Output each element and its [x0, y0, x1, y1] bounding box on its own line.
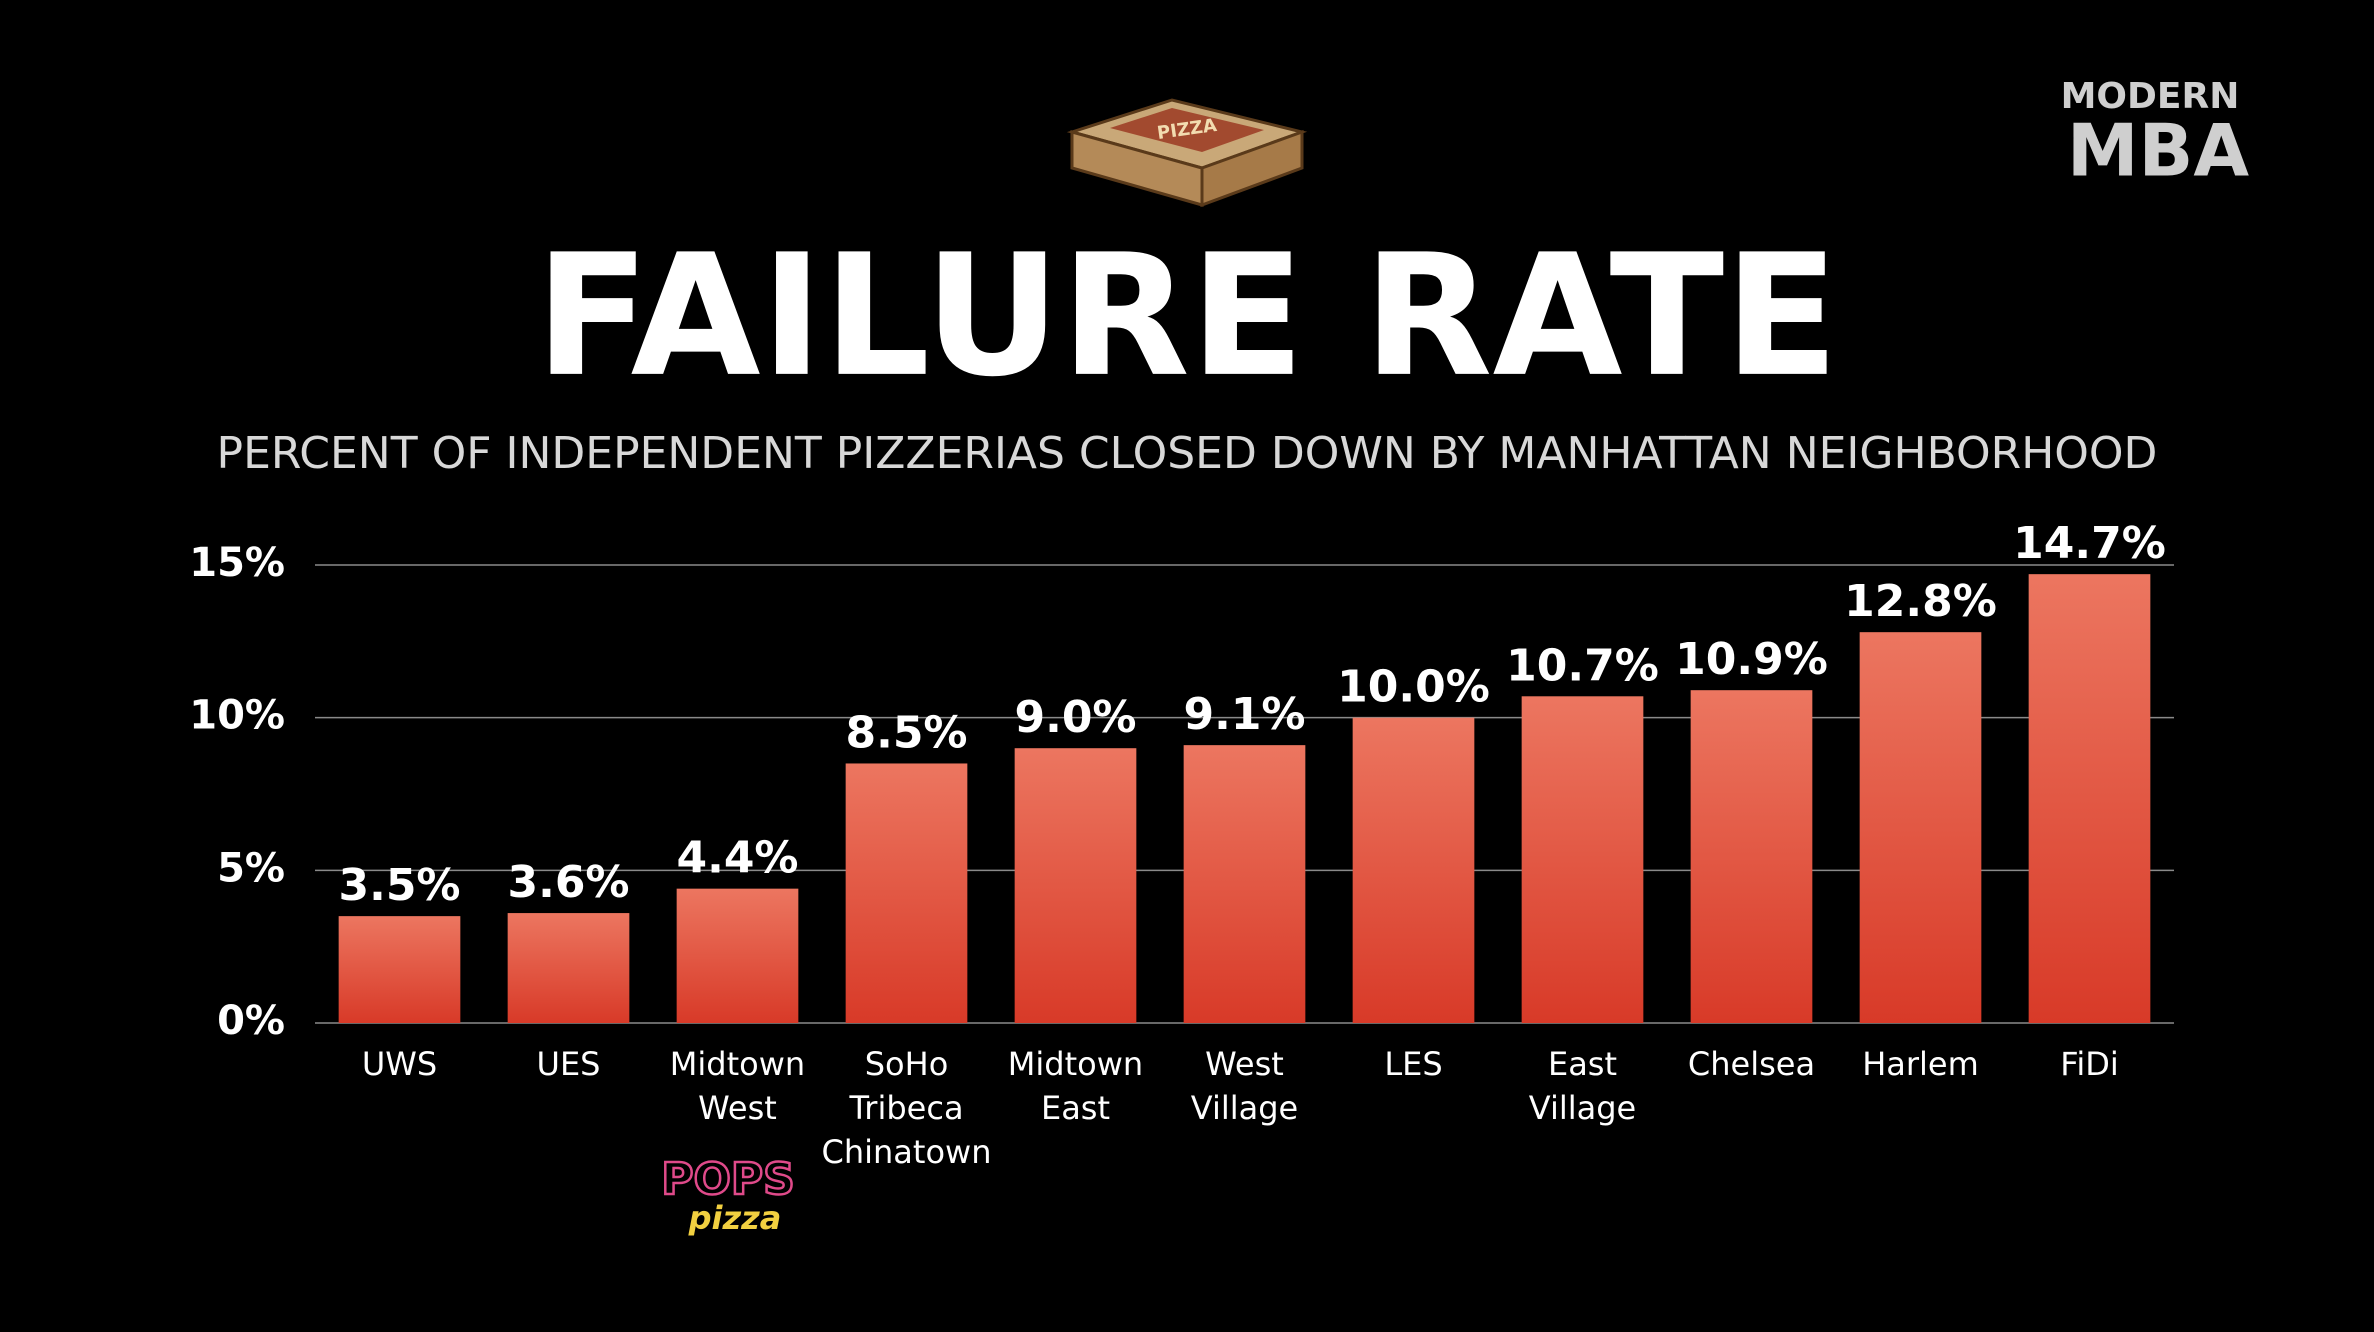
x-tick-label-line: East — [1548, 1045, 1617, 1083]
x-tick-label: UWS — [362, 1045, 437, 1083]
brand-bottom: MBA — [2067, 109, 2250, 193]
x-tick-label-line: SoHo — [865, 1045, 949, 1083]
x-tick-label: UES — [537, 1045, 601, 1083]
x-tick-label: LES — [1384, 1045, 1442, 1083]
pops-logo: POPS pizza — [660, 1153, 796, 1237]
y-tick-label: 5% — [217, 845, 285, 891]
brand-top: MODERN — [2061, 76, 2240, 117]
x-tick-label-line: UES — [537, 1045, 601, 1083]
value-label: 10.9% — [1675, 634, 1828, 685]
bar — [845, 763, 968, 1023]
y-tick-label: 10% — [189, 693, 285, 739]
value-label: 9.0% — [1014, 692, 1136, 743]
pops-logo-sub: pizza — [688, 1199, 782, 1237]
x-tick-label-line: Midtown — [1008, 1045, 1143, 1083]
bar — [1690, 690, 1813, 1023]
x-tick-label: Midtown East — [1008, 1045, 1143, 1127]
x-tick-label-line: East — [1041, 1089, 1110, 1127]
x-tick-label-line: Village — [1529, 1089, 1636, 1127]
x-tick-label-line: Tribeca — [848, 1089, 963, 1127]
pizza-box-icon: PIZZA — [1066, 98, 1308, 208]
x-tick-label: East Village — [1529, 1045, 1636, 1127]
value-label: 10.0% — [1337, 662, 1490, 713]
x-tick-label-line: Harlem — [1862, 1045, 1979, 1083]
value-label: 3.5% — [338, 860, 460, 911]
bar — [1859, 632, 1982, 1023]
bar — [1183, 745, 1306, 1023]
bar — [676, 888, 799, 1023]
value-label: 3.6% — [507, 857, 629, 908]
x-tick-label-line: West — [1205, 1045, 1284, 1083]
bar — [1521, 696, 1644, 1023]
value-label: 8.5% — [845, 707, 967, 758]
bar — [1352, 717, 1475, 1023]
value-label: 12.8% — [1844, 576, 1997, 627]
value-label: 4.4% — [676, 833, 798, 884]
x-tick-label-line: West — [698, 1089, 777, 1127]
x-tick-label: Harlem — [1862, 1045, 1979, 1083]
bar — [1014, 748, 1137, 1023]
y-tick-label: 0% — [217, 998, 285, 1044]
chart-title: FAILURE RATE — [535, 218, 1839, 414]
x-tick-label-line: Village — [1191, 1089, 1298, 1127]
bar — [338, 916, 461, 1023]
y-tick-label: 15% — [189, 540, 285, 586]
value-label: 9.1% — [1183, 689, 1305, 740]
x-tick-label-line: Midtown — [670, 1045, 805, 1083]
x-tick-label-line: Chelsea — [1688, 1045, 1815, 1083]
x-tick-label: FiDi — [2060, 1045, 2119, 1083]
value-label: 14.7% — [2013, 518, 2166, 569]
x-tick-label: Midtown West — [670, 1045, 805, 1127]
chart-subtitle: PERCENT OF INDEPENDENT PIZZERIAS CLOSED … — [217, 428, 2158, 479]
x-tick-label-line: LES — [1384, 1045, 1442, 1083]
bar — [2028, 574, 2151, 1023]
pops-logo-title: POPS — [661, 1154, 795, 1205]
bar — [507, 913, 630, 1023]
x-tick-label: Chelsea — [1688, 1045, 1815, 1083]
x-tick-label: West Village — [1191, 1045, 1298, 1127]
x-tick-label-line: Chinatown — [822, 1133, 992, 1171]
value-label: 10.7% — [1506, 640, 1659, 691]
x-tick-label: SoHo Tribeca Chinatown — [822, 1045, 992, 1171]
x-tick-label-line: FiDi — [2060, 1045, 2119, 1083]
x-tick-label-line: UWS — [362, 1045, 437, 1083]
